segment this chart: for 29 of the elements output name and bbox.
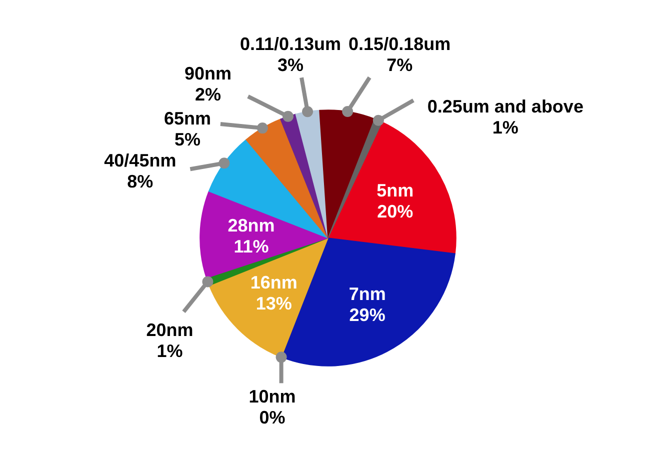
slice-label: 16nm bbox=[250, 272, 298, 292]
slice-label: 0.25um and above bbox=[427, 96, 584, 117]
data-label: 8% bbox=[127, 171, 154, 192]
slice-label: 0.11/0.13um bbox=[240, 34, 342, 54]
pie-slice bbox=[295, 110, 328, 238]
pie-slice bbox=[319, 110, 376, 238]
data-label: 1% bbox=[492, 118, 518, 138]
data-label: 2% bbox=[195, 84, 222, 105]
data-label: 29% bbox=[349, 304, 386, 325]
pie-slice bbox=[328, 122, 456, 254]
data-label: 3% bbox=[278, 54, 304, 75]
data-label: 11% bbox=[234, 236, 269, 257]
data-label: 20% bbox=[377, 202, 414, 222]
slice-label: 65nm bbox=[164, 108, 211, 128]
slice-label: 28nm bbox=[228, 216, 275, 236]
data-label: 13% bbox=[256, 293, 292, 314]
slice-label: 5nm bbox=[376, 180, 414, 201]
slice-label: 90nm bbox=[184, 64, 232, 84]
text: 0% bbox=[259, 407, 286, 428]
slice-label: 7nm bbox=[348, 284, 386, 304]
data-label: 1% bbox=[156, 341, 183, 362]
pie-slice bbox=[208, 139, 328, 238]
slice-label: 40/45nm bbox=[104, 150, 176, 170]
data-label: 7% bbox=[386, 54, 413, 75]
slice-label: 0.15/0.18um bbox=[348, 34, 451, 54]
pie-slice bbox=[208, 238, 328, 358]
slice-label: 20nm bbox=[146, 320, 194, 340]
data-label: 5% bbox=[174, 129, 200, 150]
category-label: 10nm bbox=[248, 386, 296, 406]
